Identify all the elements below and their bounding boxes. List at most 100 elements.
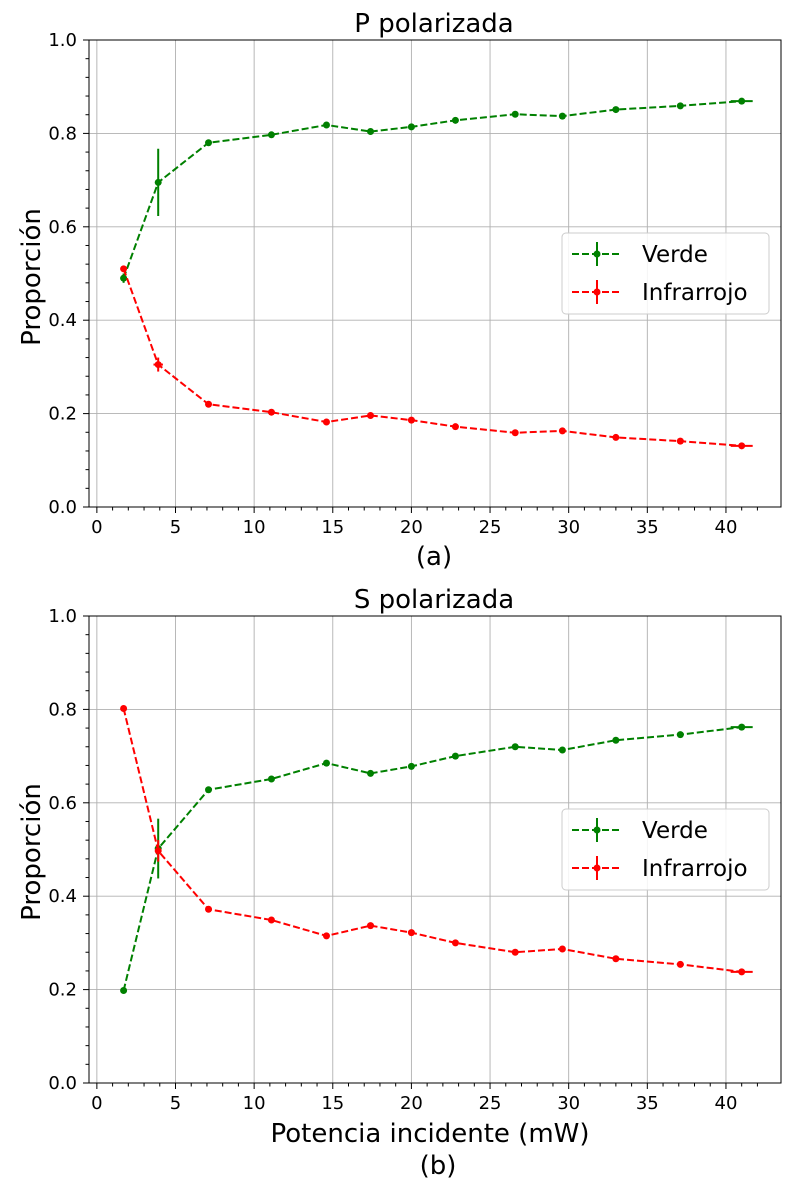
data-point	[120, 987, 128, 995]
x-tick-label: 20	[400, 1093, 423, 1114]
chart-panel-p-polarizada: P polarizada Proporción (a) 0 5 10 15 20 25 30…	[17, 9, 782, 572]
data-point	[511, 743, 519, 751]
data-point	[407, 123, 415, 131]
data-point	[511, 948, 519, 956]
y-tick-label: 0.6	[48, 793, 77, 814]
legend-swatch-marker	[593, 288, 601, 296]
x-tick-label: 30	[557, 1093, 580, 1114]
x-tick-label: 40	[715, 517, 738, 538]
x-tick-label: 30	[557, 517, 580, 538]
legend: Verde Infrarrojo	[561, 808, 770, 891]
data-point	[451, 939, 459, 947]
data-point	[367, 128, 375, 136]
data-point	[558, 746, 566, 754]
data-point	[612, 955, 620, 963]
data-point	[267, 916, 275, 924]
data-point	[367, 769, 375, 777]
x-tick-label: 25	[479, 1093, 502, 1114]
y-axis-label: Proporción	[17, 208, 47, 346]
data-point	[407, 762, 415, 770]
data-point	[676, 960, 684, 968]
data-point	[205, 139, 213, 147]
data-point	[738, 442, 746, 450]
data-point	[205, 905, 213, 913]
y-axis-label: Proporción	[17, 783, 47, 921]
data-point	[267, 775, 275, 783]
x-tick-label: 15	[321, 1093, 344, 1114]
data-point	[205, 400, 213, 408]
data-point	[451, 423, 459, 431]
data-point	[451, 752, 459, 760]
legend-label: Verde	[642, 242, 708, 268]
data-point	[367, 922, 375, 930]
x-tick-label: 35	[636, 517, 659, 538]
legend-swatch-marker	[593, 250, 601, 258]
data-point	[511, 429, 519, 437]
x-tick-label: 10	[243, 517, 266, 538]
plot-frame	[88, 615, 782, 1084]
x-axis-label: Potencia incidente (mW)	[270, 1119, 589, 1149]
x-tick-label: 5	[170, 1093, 181, 1114]
data-point	[154, 361, 162, 369]
data-point	[120, 265, 128, 273]
data-point	[738, 723, 746, 731]
data-point	[612, 433, 620, 441]
data-point	[558, 427, 566, 435]
data-point	[676, 102, 684, 110]
x-tick-label: 5	[170, 517, 181, 538]
x-tick-label: 15	[321, 517, 344, 538]
legend-swatch-marker	[593, 826, 601, 834]
data-point	[738, 968, 746, 976]
x-tick-label: 0	[91, 1093, 102, 1114]
plot-area: 0 5 10 15 20 25 30 35 40 0.0 0.2 0.4 0.6 0.8 1.0 Verde I…	[48, 606, 782, 1114]
y-tick-label: 0.0	[48, 497, 77, 518]
data-point	[676, 731, 684, 739]
data-point	[322, 121, 330, 129]
y-tick-label: 0.2	[48, 980, 77, 1001]
x-tick-label: 25	[479, 517, 502, 538]
legend: Verde Infrarrojo	[561, 232, 770, 315]
plot-frame	[88, 39, 782, 508]
y-tick-label: 1.0	[48, 30, 77, 51]
data-point	[154, 178, 162, 186]
legend-label: Verde	[642, 818, 708, 844]
data-point	[558, 945, 566, 953]
y-tick-label: 0.4	[48, 886, 77, 907]
legend-label: Infrarrojo	[642, 856, 748, 882]
y-tick-label: 0.8	[48, 699, 77, 720]
panel-caption: (b)	[420, 1151, 457, 1181]
data-point	[322, 932, 330, 940]
data-point	[451, 116, 459, 124]
series-infrarrojo	[120, 704, 753, 976]
y-tick-label: 0.6	[48, 217, 77, 238]
y-tick-label: 0.8	[48, 123, 77, 144]
data-point	[267, 131, 275, 139]
x-tick-label: 10	[243, 1093, 266, 1114]
x-tick-label: 35	[636, 1093, 659, 1114]
data-point	[120, 274, 128, 282]
data-point	[738, 97, 746, 105]
legend-label: Infrarrojo	[642, 280, 748, 306]
data-point	[511, 110, 519, 118]
data-point	[407, 929, 415, 937]
data-point	[612, 736, 620, 744]
chart-panel-s-polarizada: S polarizada Proporción Potencia inciden…	[17, 585, 782, 1181]
data-point	[676, 437, 684, 445]
data-point	[154, 847, 162, 855]
x-tick-label: 20	[400, 517, 423, 538]
data-point	[322, 759, 330, 767]
panel-caption: (a)	[416, 542, 452, 572]
legend-swatch-marker	[593, 864, 601, 872]
chart-title: S polarizada	[354, 585, 514, 615]
series-verde	[120, 97, 753, 283]
y-tick-label: 0.2	[48, 404, 77, 425]
y-tick-label: 0.4	[48, 310, 77, 331]
data-point	[612, 106, 620, 114]
data-point	[558, 112, 566, 120]
data-point	[205, 786, 213, 794]
x-tick-label: 40	[715, 1093, 738, 1114]
data-point	[322, 418, 330, 426]
y-tick-label: 1.0	[48, 606, 77, 627]
data-point	[267, 408, 275, 416]
